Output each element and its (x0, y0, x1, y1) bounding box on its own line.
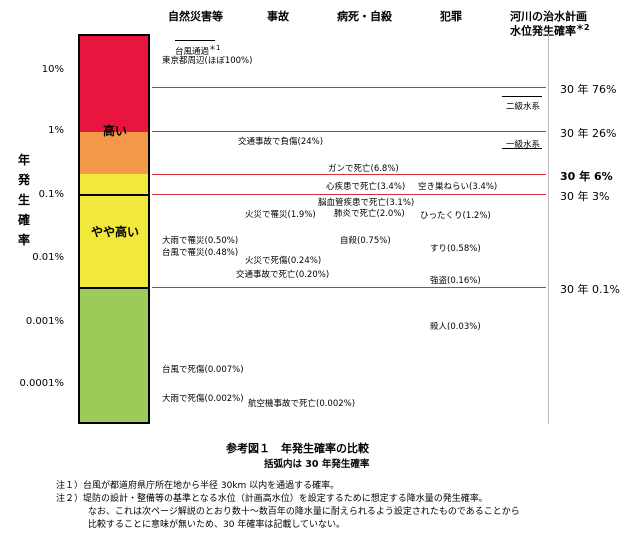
right-value-26: 30 年 26% (560, 127, 617, 140)
note-2-continued-2: 比較することに意味が無いため、30 年確率は記載していない。 (88, 520, 346, 530)
tick-10pct: 10% (41, 64, 64, 75)
tick-1pct: 1% (48, 125, 64, 136)
typhoon-overline (175, 40, 215, 41)
note-2: 注２）堤防の設計・整備等の基準となる水位（計画高水位）を設定するために想定する降… (56, 494, 488, 504)
class1-bottom-line (502, 148, 542, 149)
label-traffic-death: 交通事故で死亡(0.20%) (236, 270, 330, 280)
label-rain-disaster: 大雨で罹災(0.50%) (162, 236, 239, 246)
label-class2-river: 二級水系 (506, 102, 541, 112)
label-typhoon-disaster: 台風で罹災(0.48%) (162, 248, 239, 258)
label-heart-disease: 心疾患で死亡(3.4%) (326, 182, 406, 192)
figure-caption: 参考図１ 年発生確率の比較 (226, 442, 369, 455)
band-yellow (80, 174, 150, 288)
label-tokyo-area: 東京都周辺(ほぼ100%) (162, 56, 253, 66)
label-burglary: 空き巣ねらい(3.4%) (418, 182, 498, 192)
tick-0-1pct: 0.1% (38, 189, 64, 200)
line-30yr-76 (152, 87, 546, 88)
label-pickpocket: すり(0.58%) (430, 244, 481, 254)
y-axis-label: 年発生確率 (18, 153, 31, 247)
tick-0-0001pct: 0.0001% (19, 378, 65, 389)
band-label-somewhat-high: やや高い (90, 225, 139, 239)
figure-subcaption: 括弧内は 30 年発生確率 (264, 459, 370, 470)
band-label-high: 高い (102, 124, 127, 138)
header-natural-disaster: 自然災害等 (168, 10, 223, 23)
line-30yr-6 (152, 174, 546, 175)
right-value-0-1: 30 年 0.1% (560, 283, 620, 296)
label-fire-death: 火災で死傷(0.24%) (245, 256, 322, 266)
header-water-level-text: 水位発生確率 (510, 24, 576, 38)
note-1: 注１）台風が都道府県庁所在地から半径 30km 以内を通過する確率。 (56, 481, 340, 491)
band-red (80, 35, 150, 132)
note-2-continued-1: なお、これは次ページ解説のとおり数十〜数百年の降水量に耐えられるよう設定されたも… (88, 507, 520, 517)
header-water-level-probability: 水位発生確率＊2 (510, 22, 590, 39)
header-disease-suicide: 病死・自殺 (337, 10, 392, 23)
header-river-plan: 河川の治水計画 (510, 10, 587, 23)
right-guide-line (548, 34, 549, 424)
label-murder: 殺人(0.03%) (430, 322, 481, 332)
label-pneumonia: 肺炎で死亡(2.0%) (334, 209, 405, 219)
label-traffic-injury: 交通事故で負傷(24%) (238, 137, 324, 147)
header-accident: 事故 (267, 10, 289, 23)
label-typhoon-death: 台風で死傷(0.007%) (162, 365, 244, 375)
right-value-76: 30 年 76% (560, 83, 617, 96)
label-cerebrovascular: 脳血管疾患で死亡(3.1%) (318, 198, 415, 208)
label-typhoon-passage-text: 台風通過 (175, 46, 210, 57)
line-30yr-26 (152, 131, 546, 132)
band-green (80, 288, 150, 423)
label-rain-death: 大雨で死傷(0.002%) (162, 394, 244, 404)
label-robbery: 強盗(0.16%) (430, 276, 481, 286)
tick-0-01pct: 0.01% (32, 252, 64, 263)
risk-bar-outline (78, 34, 150, 424)
label-aircraft-death: 航空機事故で死亡(0.002%) (248, 399, 356, 409)
label-snatching: ひったくり(1.2%) (420, 211, 491, 221)
band-divider-lower (80, 287, 150, 289)
class2-top-line (502, 96, 542, 97)
label-suicide: 自殺(0.75%) (340, 236, 391, 246)
label-typhoon-note-mark: ＊1 (209, 44, 221, 52)
right-value-6: 30 年 6% (560, 170, 613, 183)
header-crime: 犯罪 (440, 10, 462, 23)
band-divider-upper (80, 194, 150, 196)
label-typhoon-passage: 台風通過＊1 (175, 43, 220, 57)
line-30yr-0-1 (152, 287, 546, 288)
label-fire-injury: 火災で罹災(1.9%) (245, 210, 316, 220)
line-30yr-3 (152, 194, 546, 195)
band-orange (80, 132, 150, 174)
label-class1-river: 一級水系 (506, 140, 541, 150)
label-cancer: ガンで死亡(6.8%) (328, 164, 399, 174)
header-water-level-note-mark: ＊2 (576, 23, 590, 32)
tick-0-001pct: 0.001% (25, 316, 64, 327)
right-value-3: 30 年 3% (560, 190, 610, 203)
